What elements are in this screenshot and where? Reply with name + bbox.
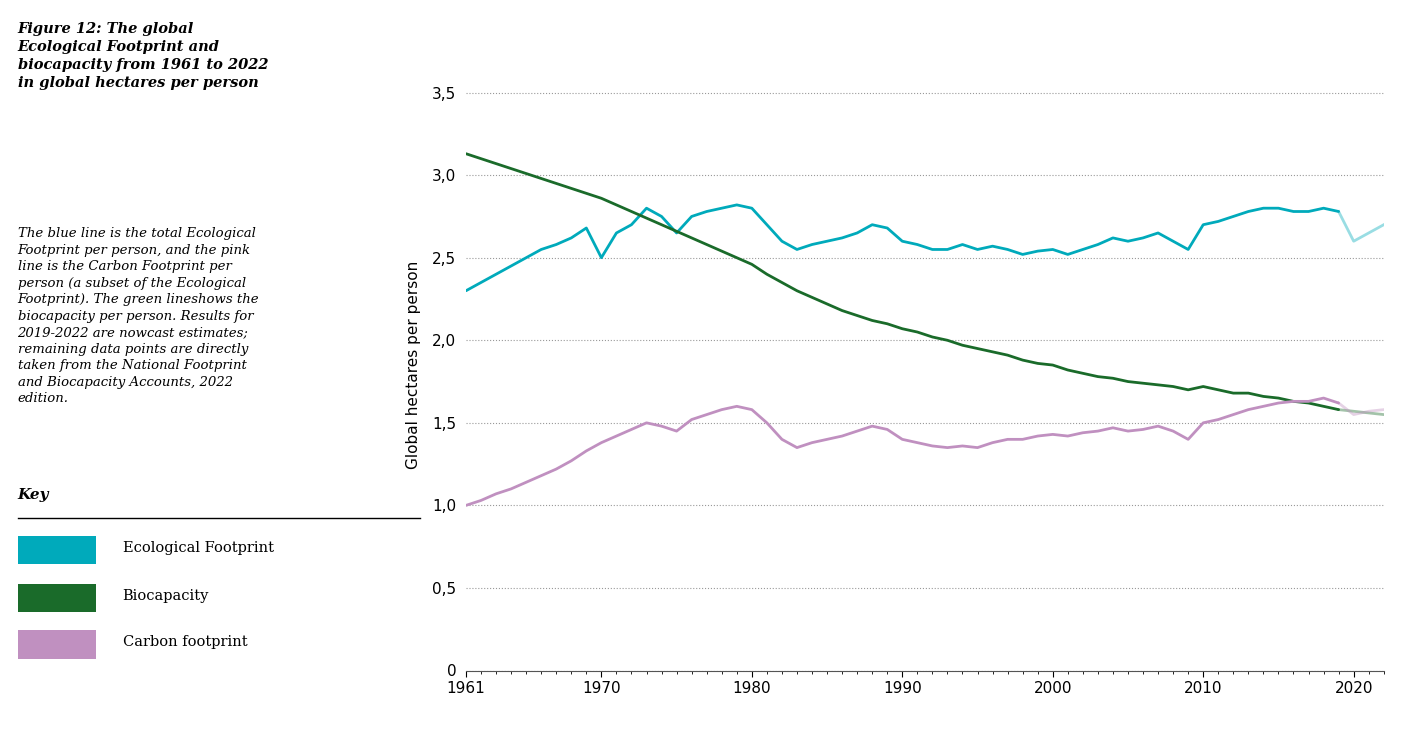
- Text: Ecological Footprint: Ecological Footprint: [123, 541, 274, 554]
- FancyBboxPatch shape: [17, 536, 96, 564]
- Text: Carbon footprint: Carbon footprint: [123, 635, 247, 649]
- Text: Key: Key: [17, 488, 49, 502]
- Text: Biocapacity: Biocapacity: [123, 589, 209, 603]
- Y-axis label: Global hectares per person: Global hectares per person: [405, 261, 421, 469]
- FancyBboxPatch shape: [17, 630, 96, 659]
- FancyBboxPatch shape: [17, 584, 96, 612]
- Text: The blue line is the total Ecological
Footprint per person, and the pink
line is: The blue line is the total Ecological Fo…: [17, 227, 260, 405]
- Text: Figure 12: The global
Ecological Footprint and
biocapacity from 1961 to 2022
in : Figure 12: The global Ecological Footpri…: [17, 22, 268, 90]
